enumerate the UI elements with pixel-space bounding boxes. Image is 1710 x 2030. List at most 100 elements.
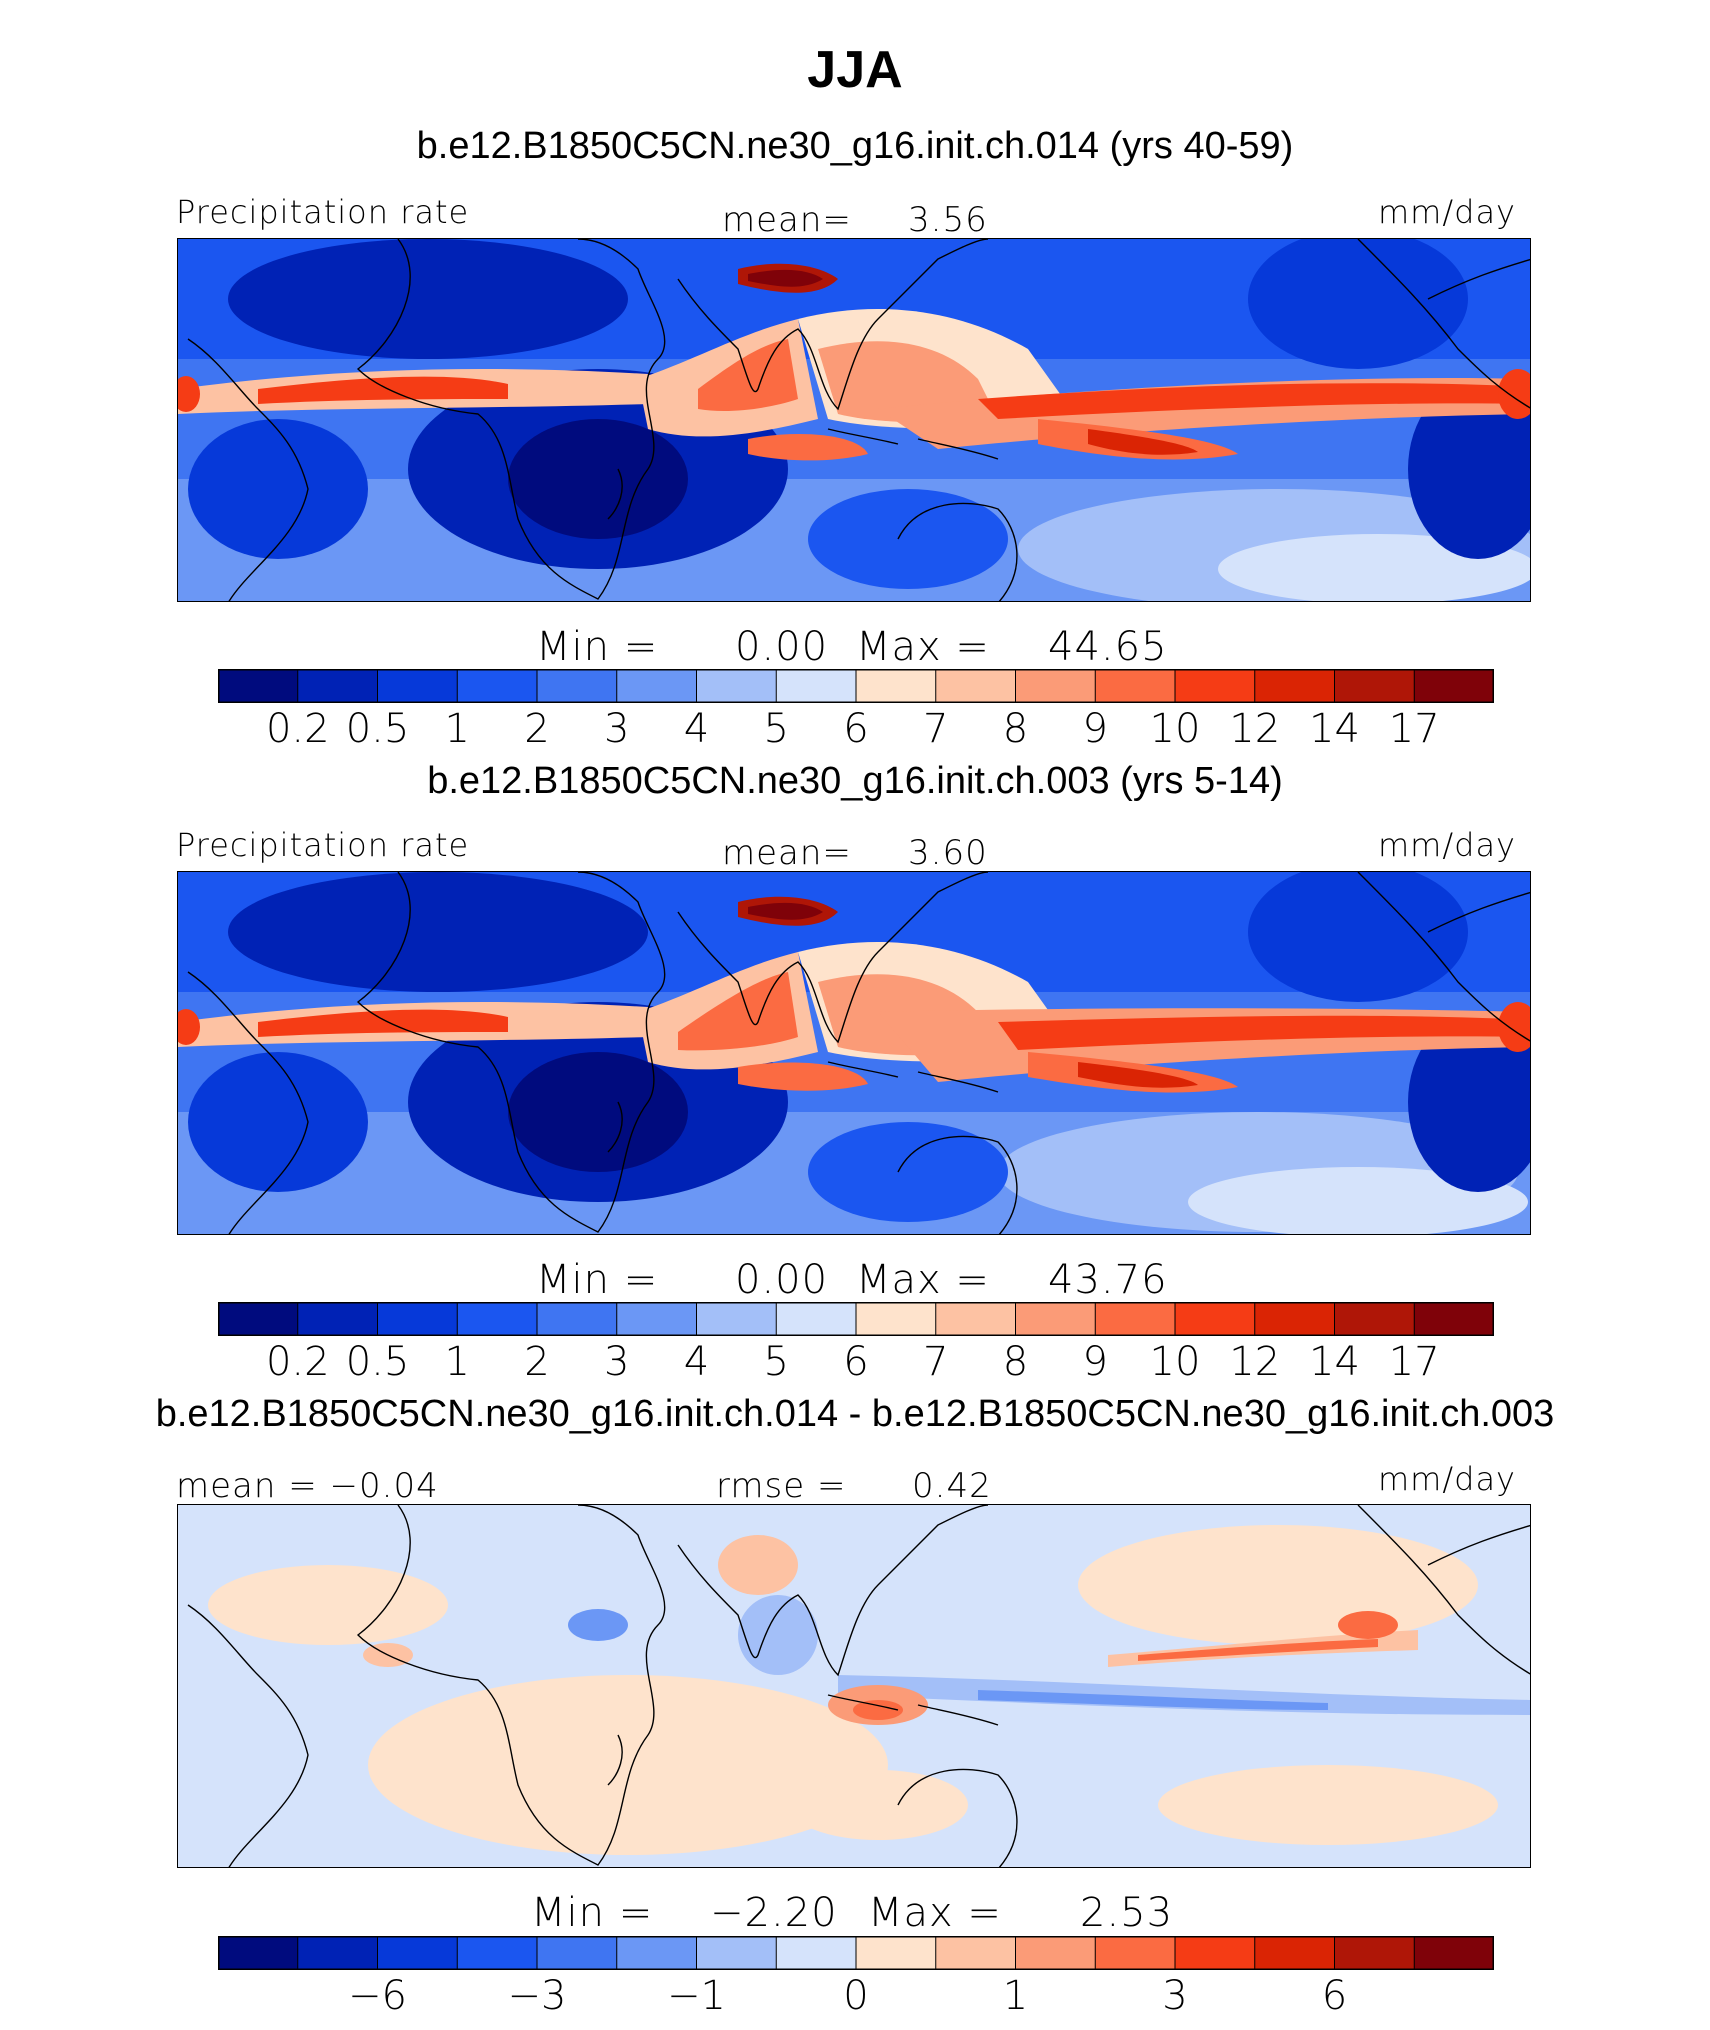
- colorbar-segment: [935, 1936, 1016, 1970]
- colorbar-tick-label: 4: [683, 1339, 710, 1385]
- colorbar-tick-label: 7: [923, 706, 949, 752]
- colorbar-tick-label: 17: [1388, 706, 1440, 752]
- colorbar-segment: [537, 669, 618, 703]
- colorbar-segment: [616, 1936, 697, 1970]
- colorbar-segment: [616, 1302, 697, 1336]
- colorbar-segment: [935, 669, 1016, 703]
- colorbar-border: [218, 669, 1494, 703]
- panel2-precip-field: [178, 872, 1530, 1234]
- colorbar-tick-label: 0.5: [345, 1339, 410, 1385]
- colorbar-segment: [457, 1302, 538, 1336]
- panel1-coastlines: [187, 239, 1530, 601]
- panel1-max-value: 44.65: [1048, 624, 1168, 670]
- colorbar-segment: [696, 1302, 777, 1336]
- panel3-title: b.e12.B1850C5CN.ne30_g16.init.ch.014 - b…: [155, 1393, 1555, 1435]
- colorbar-tick-label: 17: [1388, 1339, 1440, 1385]
- panel2-coastlines: [187, 872, 1530, 1234]
- colorbar-segment: [1334, 1302, 1415, 1336]
- panel2-max-label: Max =: [856, 1257, 990, 1303]
- panel1-title: b.e12.B1850C5CN.ne30_g16.init.ch.014 (yr…: [416, 125, 1294, 167]
- colorbar-tick-label: 0.2: [265, 1339, 330, 1385]
- colorbar-tick-label: 12: [1229, 1339, 1281, 1385]
- colorbar-tick-label: 3: [1162, 1973, 1188, 2019]
- colorbar-segment: [616, 669, 697, 703]
- colorbar-segment: [1414, 669, 1494, 703]
- colorbar-segment: [297, 669, 378, 703]
- colorbar-segment: [537, 1936, 618, 1970]
- figure-title: JJA: [807, 41, 903, 99]
- colorbar-segment: [1254, 1936, 1335, 1970]
- panel2-map: [177, 871, 1531, 1235]
- panel1-precip-field: [178, 239, 1530, 601]
- panel3-map: [177, 1504, 1531, 1868]
- colorbar-segment: [1095, 669, 1176, 703]
- colorbar-tick-label: 12: [1229, 706, 1281, 752]
- panel2-min-value: 0.00: [735, 1257, 829, 1303]
- colorbar-tick-label: 3: [604, 1339, 630, 1385]
- colorbar-tick-label: 2: [524, 1339, 550, 1385]
- colorbar-segment: [856, 1302, 937, 1336]
- panel2-units: mm/day: [1378, 826, 1516, 864]
- panel2-mean-label: mean=: [722, 833, 852, 873]
- colorbar-segment: [377, 1302, 458, 1336]
- colorbar-tick-label: 6: [843, 706, 869, 752]
- colorbar-tick-label: 6: [843, 1339, 869, 1385]
- colorbar-segment: [776, 1302, 857, 1336]
- colorbar-segment: [1015, 1302, 1096, 1336]
- panel3-min-value: −2.20: [710, 1890, 838, 1936]
- colorbar-tick-label: 5: [763, 706, 789, 752]
- colorbar-segment: [457, 1936, 538, 1970]
- panel1-mean-label: mean=: [722, 200, 852, 240]
- colorbar-segment: [377, 669, 458, 703]
- colorbar-tick-label: 0.2: [265, 706, 330, 752]
- colorbar-tick-label: 1: [444, 1339, 470, 1385]
- panel3-coastlines: [187, 1505, 1530, 1867]
- panel3-min-label: Min =: [531, 1890, 654, 1936]
- colorbar-tick-label: 10: [1149, 1339, 1201, 1385]
- panel1-map: [177, 238, 1531, 602]
- panel3-rmse-value: 0.42: [912, 1466, 992, 1506]
- colorbar-tick-label: 8: [1002, 706, 1029, 752]
- colorbar-tick-label: 9: [1082, 1339, 1108, 1385]
- colorbar-tick-label: 14: [1309, 1339, 1360, 1385]
- colorbar-tick-label: −6: [348, 1973, 407, 2019]
- colorbar-tick-label: −3: [507, 1973, 567, 2019]
- panel1-colorbar: [218, 669, 1494, 703]
- colorbar-segment: [297, 1936, 378, 1970]
- colorbar-segment: [1095, 1936, 1176, 1970]
- panel1-max-label: Max =: [856, 624, 990, 670]
- panel2-min-label: Min =: [536, 1257, 659, 1303]
- panel1-min-label: Min =: [536, 624, 659, 670]
- colorbar-segment: [457, 669, 538, 703]
- colorbar-tick-label: 9: [1082, 706, 1108, 752]
- colorbar-segment: [218, 1936, 299, 1970]
- colorbar-tick-label: 14: [1309, 706, 1360, 752]
- colorbar-tick-label: 8: [1002, 1339, 1029, 1385]
- panel3-units: mm/day: [1378, 1460, 1516, 1498]
- colorbar-segment: [1414, 1936, 1494, 1970]
- colorbar-tick-label: 6: [1321, 1973, 1348, 2019]
- colorbar-tick-label: 0: [843, 1973, 869, 2019]
- colorbar-segment: [1015, 1936, 1096, 1970]
- colorbar-segment: [1175, 669, 1256, 703]
- colorbar-segment: [696, 1936, 777, 1970]
- colorbar-segment: [856, 1936, 937, 1970]
- panel1-mean-value: 3.56: [908, 200, 988, 240]
- colorbar-segment: [1334, 669, 1415, 703]
- colorbar-segment: [297, 1302, 378, 1336]
- colorbar-segment: [1334, 1936, 1415, 1970]
- colorbar-segment: [377, 1936, 458, 1970]
- colorbar-segment: [696, 669, 777, 703]
- colorbar-tick-label: 4: [683, 706, 710, 752]
- colorbar-tick-label: 2: [524, 706, 550, 752]
- panel1-min-value: 0.00: [735, 624, 829, 670]
- colorbar-segment: [776, 1936, 857, 1970]
- colorbar-segment: [1015, 669, 1096, 703]
- colorbar-border: [218, 1936, 1494, 1970]
- colorbar-segment: [1254, 669, 1335, 703]
- panel2-colorbar: [218, 1302, 1494, 1336]
- colorbar-tick-label: 7: [923, 1339, 949, 1385]
- colorbar-tick-label: −1: [667, 1973, 726, 2019]
- panel2-mean-value: 3.60: [908, 833, 988, 873]
- colorbar-tick-label: 10: [1149, 706, 1201, 752]
